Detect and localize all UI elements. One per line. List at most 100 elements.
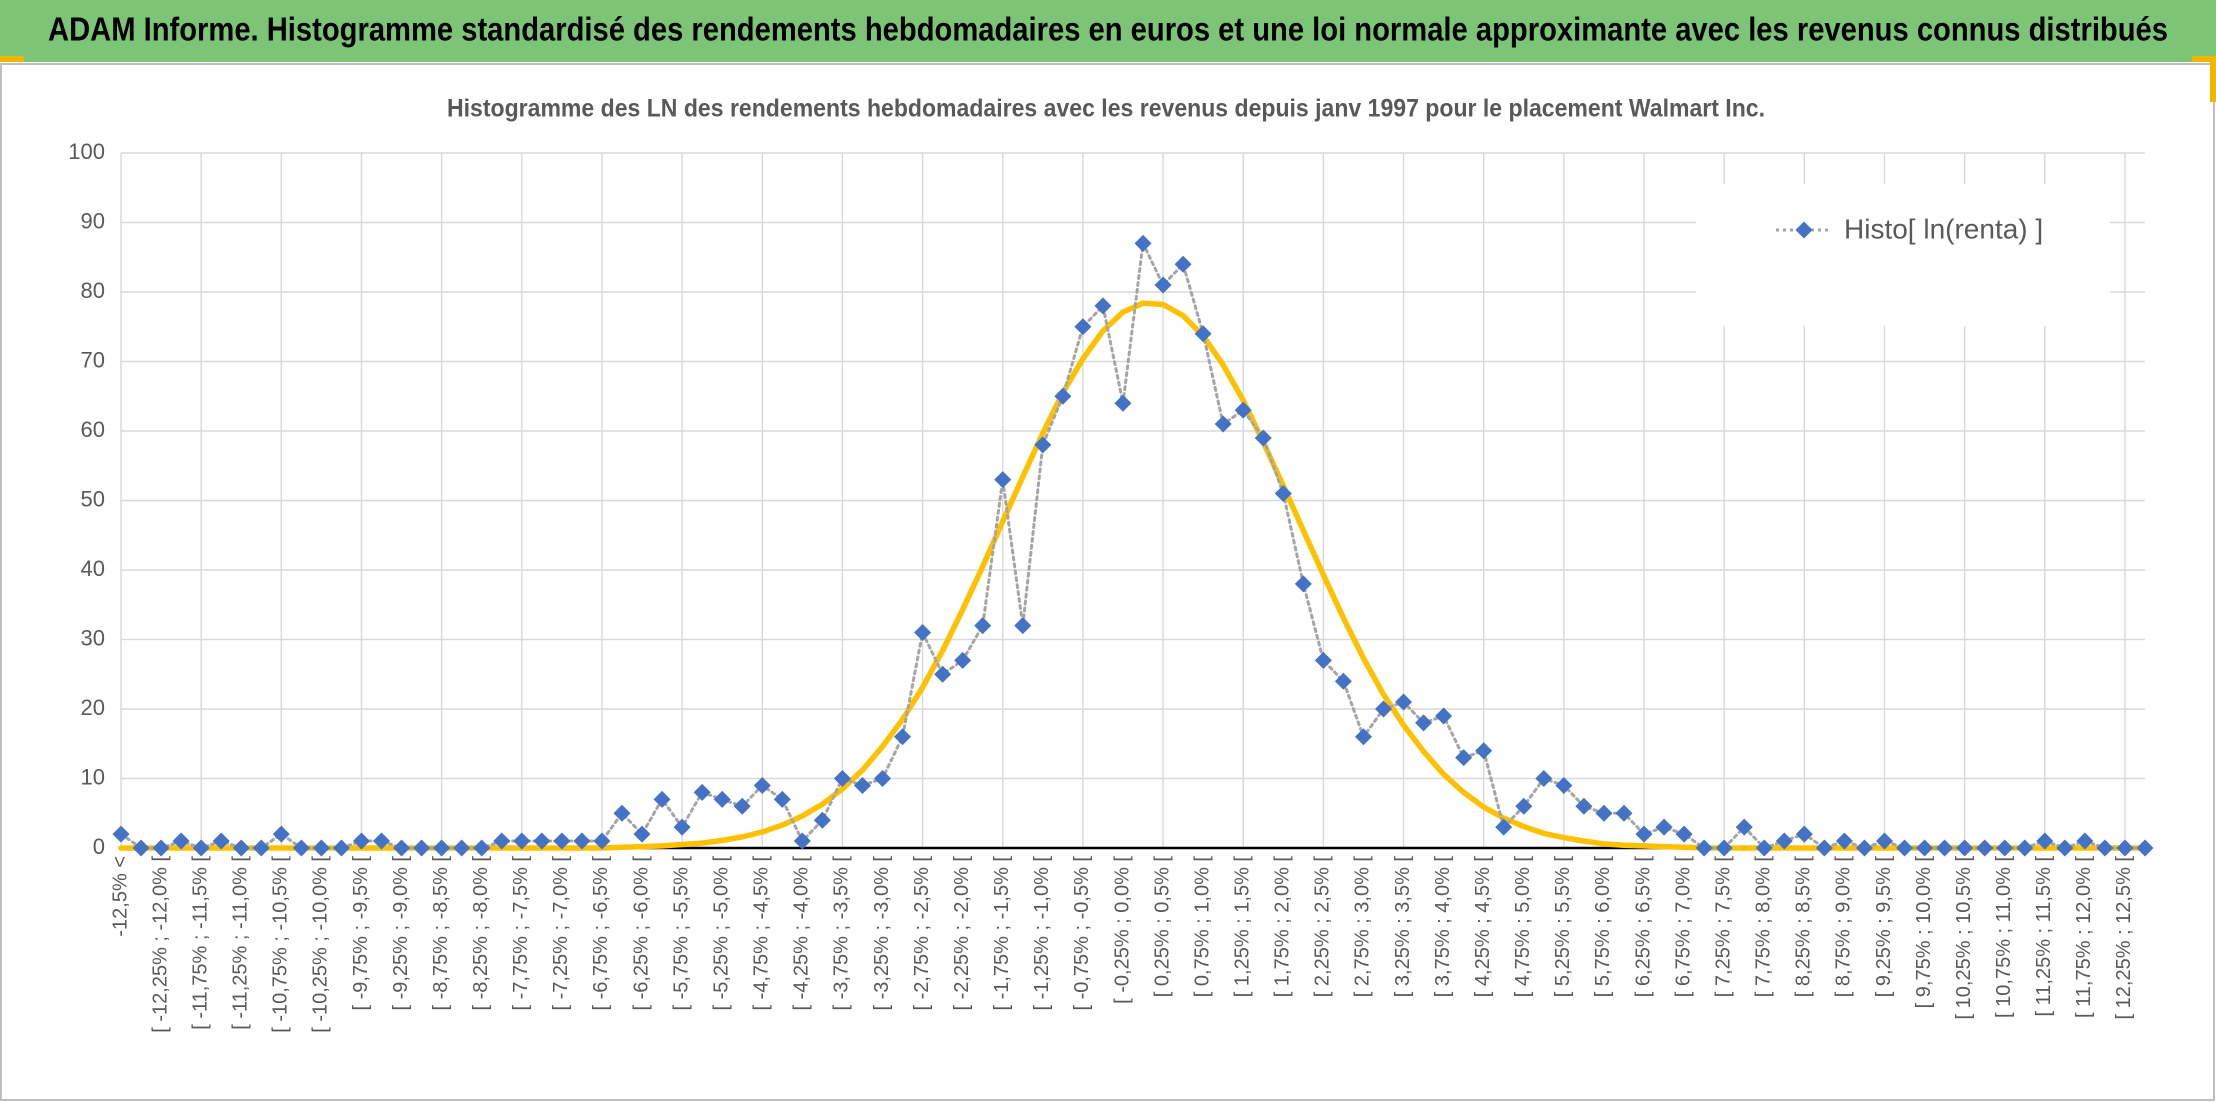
data-point bbox=[1154, 276, 1172, 294]
header-band bbox=[0, 0, 2216, 62]
x-tick-label: [ 4,75% ; 5,0% [ bbox=[1512, 856, 1534, 998]
data-point bbox=[1274, 485, 1292, 503]
data-point bbox=[2136, 839, 2154, 857]
x-tick-label: [ -8,25% ; -8,0% [ bbox=[470, 856, 492, 1011]
data-point bbox=[2116, 839, 2134, 857]
data-point bbox=[132, 839, 150, 857]
data-point bbox=[152, 839, 170, 857]
data-point bbox=[733, 797, 751, 815]
data-point bbox=[413, 839, 431, 857]
legend-box bbox=[1696, 184, 2110, 326]
legend-label: Histo[ ln(renta) ] bbox=[1844, 213, 2043, 244]
x-tick-label: [ 8,75% ; 9,0% [ bbox=[1833, 856, 1855, 998]
x-tick-label: [ -10,25% ; -10,0% [ bbox=[310, 856, 332, 1033]
x-tick-label: [ -0,75% ; -0,5% [ bbox=[1071, 856, 1093, 1011]
data-point bbox=[974, 617, 992, 635]
x-tick-label: [ 5,25% ; 5,5% [ bbox=[1552, 856, 1574, 998]
data-point bbox=[853, 776, 871, 794]
x-tick-label: [ 9,25% ; 9,5% [ bbox=[1873, 856, 1895, 998]
y-tick-label: 10 bbox=[81, 764, 105, 789]
data-point bbox=[1114, 394, 1132, 412]
data-point bbox=[1094, 297, 1112, 315]
data-point bbox=[954, 651, 972, 669]
x-tick-label: [ -7,25% ; -7,0% [ bbox=[550, 856, 572, 1011]
chart-frame bbox=[0, 63, 2215, 1101]
data-point bbox=[252, 839, 270, 857]
data-point bbox=[332, 839, 350, 857]
x-tick-label: -12,5% < bbox=[109, 856, 131, 937]
page-title: ADAM Informe. Histogramme standardisé de… bbox=[48, 11, 2168, 48]
x-tick-label: [ -11,25% ; -11,0% [ bbox=[230, 856, 252, 1030]
data-point bbox=[773, 790, 791, 808]
y-tick-label: 40 bbox=[81, 556, 105, 581]
data-point bbox=[1835, 832, 1853, 850]
data-point bbox=[1194, 325, 1212, 343]
x-tick-label: [ 4,25% ; 4,5% [ bbox=[1472, 856, 1494, 998]
x-tick-label: [ -9,75% ; -9,5% [ bbox=[350, 856, 372, 1011]
data-point bbox=[1515, 797, 1533, 815]
x-tick-label: [ 3,75% ; 4,0% [ bbox=[1432, 856, 1454, 998]
x-tick-label: [ -4,25% ; -4,0% [ bbox=[791, 856, 813, 1011]
data-point bbox=[874, 770, 892, 787]
data-point bbox=[1134, 234, 1152, 252]
data-point bbox=[1775, 832, 1793, 850]
x-tick-label: [ -7,75% ; -7,5% [ bbox=[510, 856, 532, 1011]
x-tick-label: [ 10,75% ; 11,0% [ bbox=[1993, 856, 2015, 1018]
data-point bbox=[673, 818, 691, 836]
data-point bbox=[1074, 318, 1092, 336]
data-point bbox=[1635, 825, 1653, 843]
x-tick-label: [ -10,75% ; -10,5% [ bbox=[270, 856, 292, 1033]
data-point bbox=[1475, 742, 1493, 760]
data-point bbox=[212, 832, 230, 850]
data-point bbox=[272, 825, 290, 843]
data-point bbox=[1294, 575, 1312, 593]
data-point bbox=[232, 839, 250, 857]
y-tick-label: 0 bbox=[93, 834, 105, 859]
data-point bbox=[1334, 672, 1352, 690]
data-point bbox=[553, 832, 571, 850]
data-point bbox=[1936, 839, 1954, 857]
data-point bbox=[1996, 839, 2014, 857]
x-tick-label: [ -12,25% ; -12,0% [ bbox=[149, 856, 171, 1033]
data-point bbox=[1976, 839, 1994, 857]
data-point bbox=[833, 770, 851, 787]
data-point bbox=[1495, 818, 1513, 836]
data-point bbox=[1875, 832, 1893, 850]
x-tick-label: [ 6,25% ; 6,5% [ bbox=[1632, 856, 1654, 998]
data-point bbox=[914, 624, 932, 642]
x-tick-label: [ 9,75% ; 10,0% [ bbox=[1913, 856, 1935, 1009]
data-point bbox=[172, 832, 190, 850]
x-tick-label: [ -8,75% ; -8,5% [ bbox=[430, 856, 452, 1011]
data-point bbox=[192, 839, 210, 857]
y-tick-label: 80 bbox=[81, 278, 105, 303]
data-point bbox=[2036, 832, 2054, 850]
x-tick-label: [ 6,75% ; 7,0% [ bbox=[1672, 856, 1694, 998]
x-tick-label: [ 0,25% ; 0,5% [ bbox=[1151, 856, 1173, 998]
x-tick-label: [ -3,25% ; -3,0% [ bbox=[871, 856, 893, 1011]
y-tick-label: 30 bbox=[81, 625, 105, 650]
x-tick-label: [ 5,75% ; 6,0% [ bbox=[1592, 856, 1614, 998]
data-point bbox=[1615, 804, 1633, 822]
x-tick-label: [ 1,25% ; 1,5% [ bbox=[1231, 856, 1253, 998]
y-tick-label: 70 bbox=[81, 347, 105, 372]
data-point bbox=[1395, 693, 1413, 711]
x-tick-label: [ 10,25% ; 10,5% [ bbox=[1953, 856, 1975, 1020]
data-point bbox=[1595, 804, 1613, 822]
x-tick-label: [ 11,75% ; 12,0% [ bbox=[2073, 856, 2095, 1018]
x-tick-label: [ 0,75% ; 1,0% [ bbox=[1191, 856, 1213, 998]
y-tick-label: 90 bbox=[81, 208, 105, 233]
data-point bbox=[433, 839, 451, 857]
data-point bbox=[713, 790, 731, 808]
header-edge bbox=[2210, 62, 2216, 102]
data-point bbox=[393, 839, 411, 857]
chart-title: Histogramme des LN des rendements hebdom… bbox=[447, 95, 1765, 123]
data-point bbox=[352, 832, 370, 850]
data-point bbox=[593, 832, 611, 850]
x-tick-label: [ -1,25% ; -1,0% [ bbox=[1031, 856, 1053, 1011]
x-tick-label: [ -0,25% ; 0,0% [ bbox=[1111, 856, 1133, 1004]
data-point bbox=[1214, 415, 1232, 433]
data-point bbox=[1374, 700, 1392, 718]
x-tick-label: [ 3,25% ; 3,5% [ bbox=[1392, 856, 1414, 998]
data-point bbox=[1655, 818, 1673, 836]
